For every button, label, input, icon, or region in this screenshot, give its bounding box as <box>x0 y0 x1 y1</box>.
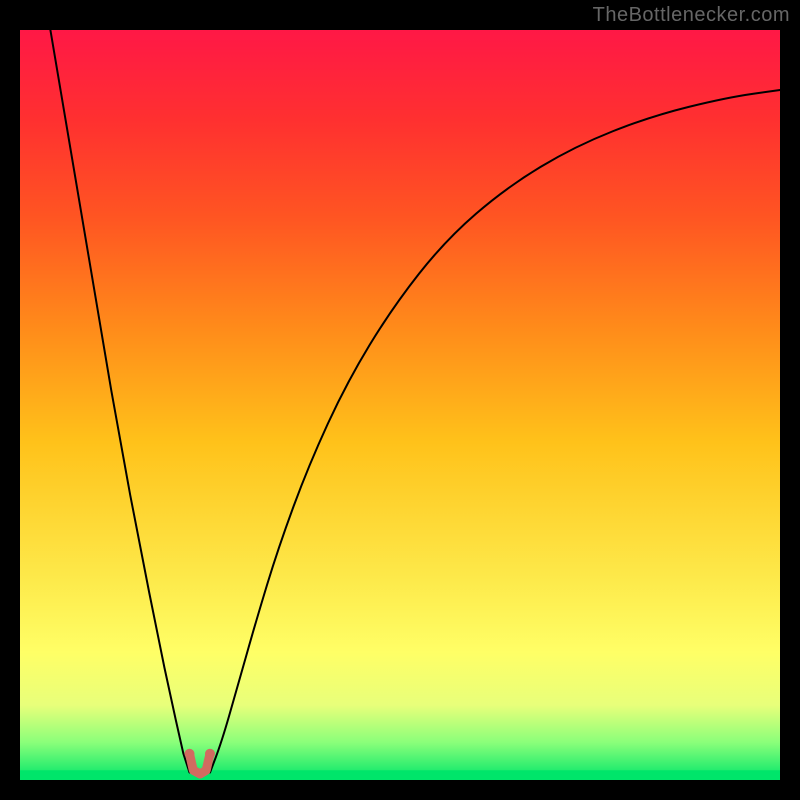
baseline-strip <box>20 770 780 780</box>
watermark-text: TheBottlenecker.com <box>593 4 790 27</box>
chart-container: TheBottlenecker.com <box>0 0 800 800</box>
gradient-plot-area <box>20 30 780 780</box>
valley-endpoint-dot-0 <box>184 749 194 759</box>
valley-endpoint-dot-1 <box>205 749 215 759</box>
bottleneck-chart <box>0 0 800 800</box>
